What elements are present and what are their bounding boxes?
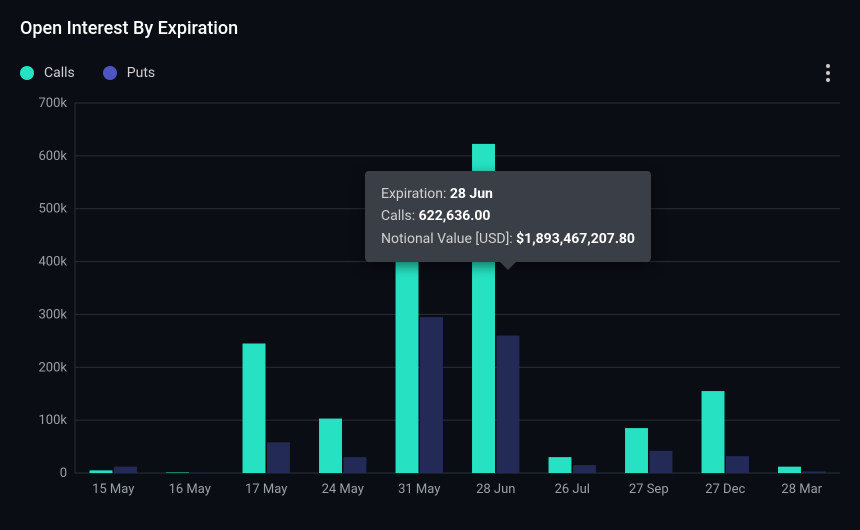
bar-calls[interactable]	[472, 144, 495, 473]
bar-puts[interactable]	[191, 472, 214, 473]
bar-puts[interactable]	[573, 465, 596, 473]
svg-text:17 May: 17 May	[245, 482, 287, 497]
svg-text:600k: 600k	[38, 149, 67, 164]
svg-text:26 Jul: 26 Jul	[555, 482, 590, 497]
legend-item-puts[interactable]: Puts	[103, 65, 155, 81]
bar-puts[interactable]	[420, 317, 443, 473]
bar-chart-svg: 0 100k 200k 300k 400k 500k 600k 700k 15 May 16 Ma…	[20, 93, 840, 513]
bar-calls[interactable]	[166, 472, 189, 473]
bar-puts[interactable]	[650, 451, 673, 473]
bar-calls[interactable]	[625, 428, 648, 473]
svg-text:24 May: 24 May	[322, 482, 364, 497]
svg-text:500k: 500k	[38, 202, 67, 217]
svg-text:100k: 100k	[38, 413, 67, 428]
chart-title: Open Interest By Expiration	[20, 18, 840, 39]
svg-text:28 Jun: 28 Jun	[476, 482, 515, 497]
svg-text:15 May: 15 May	[92, 482, 134, 497]
bar-calls[interactable]	[90, 470, 113, 473]
legend-item-calls[interactable]: Calls	[20, 65, 75, 81]
legend-label-puts: Puts	[127, 65, 155, 81]
bar-puts[interactable]	[267, 442, 290, 473]
bar-puts[interactable]	[803, 471, 826, 473]
svg-text:16 May: 16 May	[169, 482, 211, 497]
bar-calls[interactable]	[243, 344, 266, 474]
more-menu-icon[interactable]	[816, 61, 840, 85]
chart-panel: Open Interest By Expiration Calls Puts 0…	[0, 0, 860, 530]
bar-calls[interactable]	[319, 419, 342, 473]
chart-plot-area: 0 100k 200k 300k 400k 500k 600k 700k 15 May 16 Ma…	[20, 93, 840, 513]
svg-text:28 Mar: 28 Mar	[781, 482, 822, 497]
bar-calls[interactable]	[396, 174, 419, 473]
bar-puts[interactable]	[497, 336, 520, 473]
svg-text:0: 0	[60, 466, 67, 481]
legend-swatch-calls	[20, 66, 34, 80]
legend-label-calls: Calls	[44, 65, 75, 81]
bar-puts[interactable]	[114, 467, 137, 473]
svg-text:400k: 400k	[38, 255, 67, 270]
bar-calls[interactable]	[702, 391, 725, 473]
svg-text:27 Dec: 27 Dec	[705, 482, 745, 497]
bar-puts[interactable]	[344, 457, 367, 473]
bar-puts[interactable]	[726, 456, 749, 473]
bar-calls[interactable]	[549, 457, 572, 473]
legend-row: Calls Puts	[20, 61, 840, 85]
svg-text:700k: 700k	[38, 96, 67, 111]
svg-text:27 Sep: 27 Sep	[629, 482, 669, 497]
svg-text:200k: 200k	[38, 360, 67, 375]
legend-swatch-puts	[103, 66, 117, 80]
svg-text:300k: 300k	[38, 307, 67, 322]
bar-calls[interactable]	[778, 467, 801, 473]
svg-text:31 May: 31 May	[398, 482, 440, 497]
